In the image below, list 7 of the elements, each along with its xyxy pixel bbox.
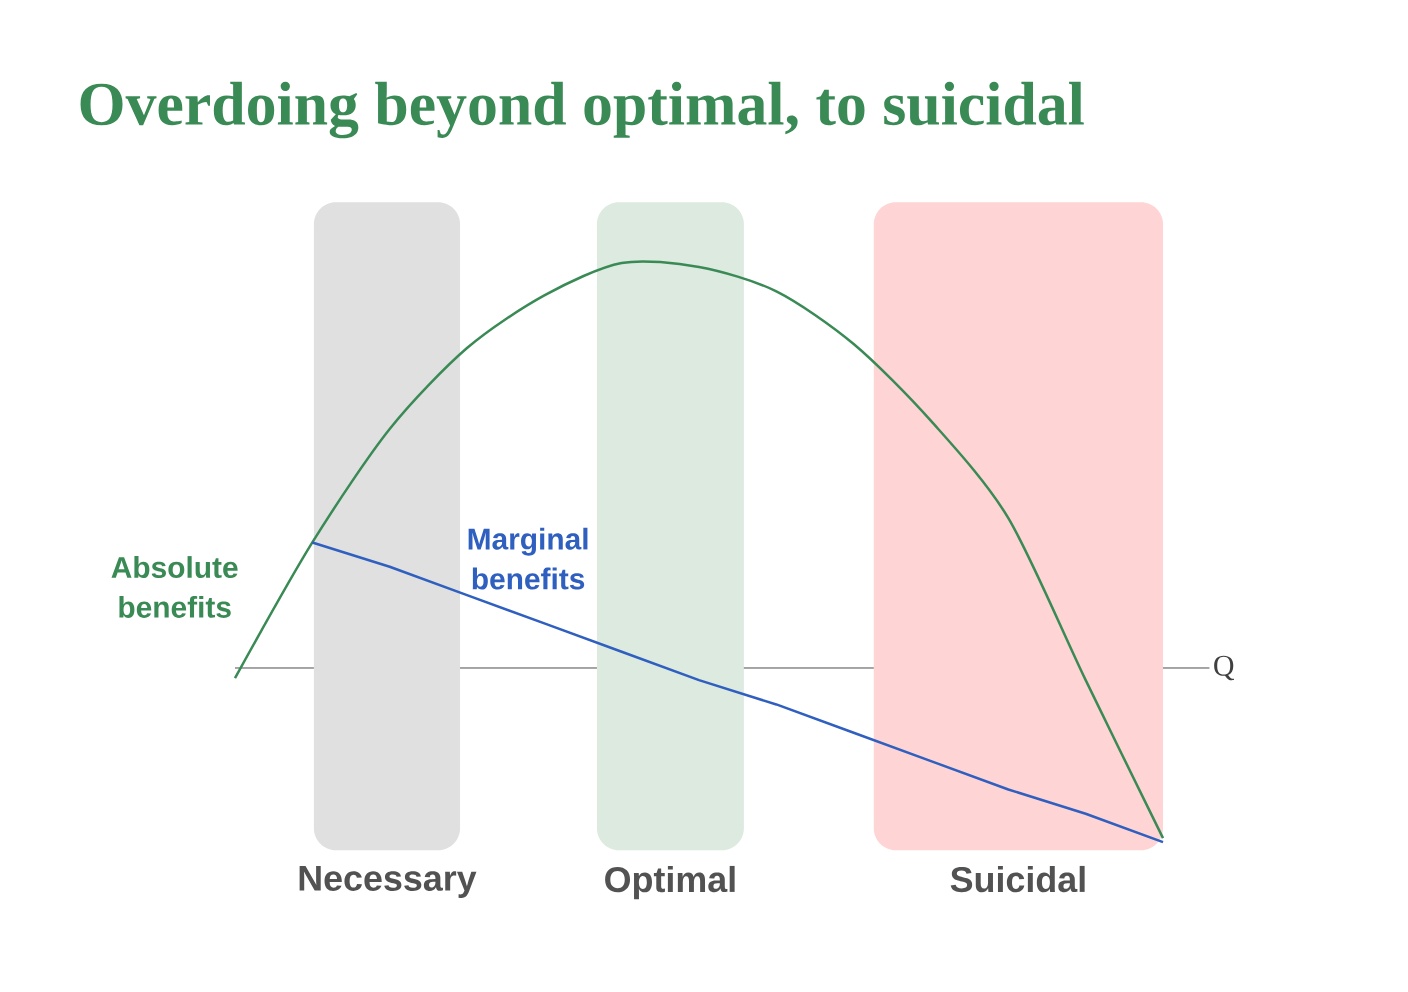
text: Suicidal bbox=[950, 865, 1085, 893]
text: Optimal bbox=[605, 865, 735, 900]
series-label: Absolute benefits bbox=[111, 556, 238, 618]
chart-title: Overdoing beyond optimal, to suicidal bbox=[80, 81, 1084, 139]
series-label: Marginal benefits bbox=[468, 527, 588, 590]
text: Necessary bbox=[299, 865, 477, 899]
x-axis-title: Q bbox=[1214, 655, 1235, 681]
